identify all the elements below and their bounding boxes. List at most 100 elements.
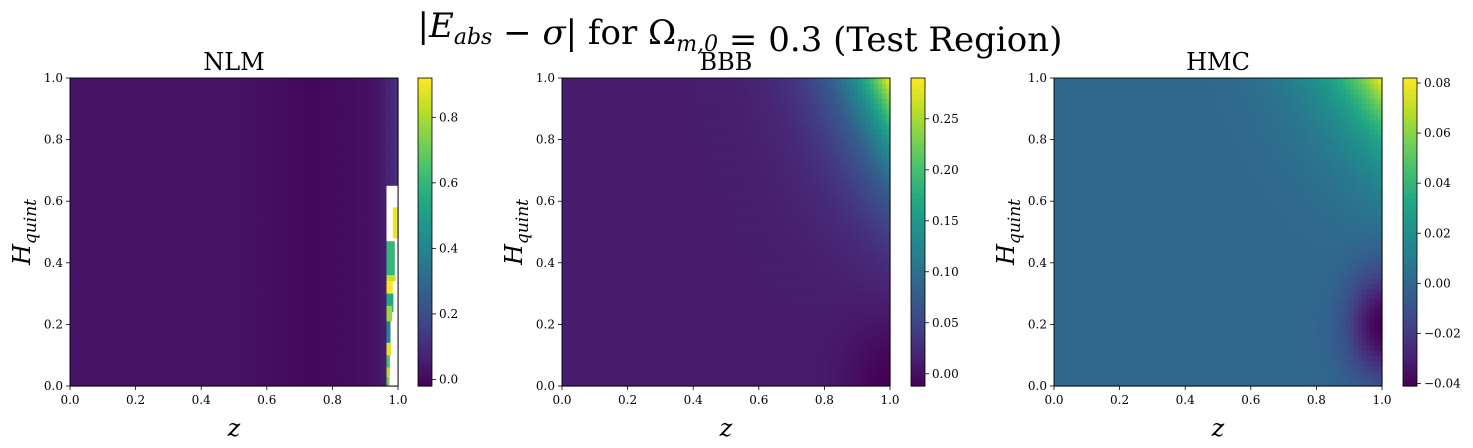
heatmap-cell: [322, 170, 327, 177]
heatmap-cell: [86, 232, 91, 238]
heatmap-cell: [162, 165, 167, 171]
heatmap-cell: [142, 319, 147, 325]
heatmap-cell: [110, 221, 115, 228]
heatmap-cell: [222, 185, 227, 192]
heatmap-cell: [266, 149, 271, 156]
heatmap-cell: [174, 324, 179, 331]
heatmap-cell: [146, 350, 151, 356]
heatmap-cell: [306, 93, 311, 100]
heatmap-cell: [118, 350, 123, 356]
heatmap-cell: [306, 216, 311, 223]
heatmap-cell: [286, 160, 291, 166]
heatmap-cell: [286, 298, 291, 305]
heatmap-cell: [342, 309, 347, 315]
heatmap-cell: [346, 206, 351, 213]
heatmap-cell: [330, 375, 335, 382]
heatmap-cell: [94, 303, 99, 310]
heatmap-cell: [238, 288, 243, 295]
heatmap-cell: [130, 375, 135, 382]
heatmap-cell: [282, 201, 287, 207]
heatmap-cell: [214, 350, 219, 356]
heatmap-cell: [334, 221, 339, 228]
heatmap-cell: [306, 108, 311, 115]
heatmap-cell: [114, 339, 119, 346]
heatmap-cell: [282, 344, 287, 351]
heatmap-cell: [334, 165, 339, 171]
heatmap-cell: [342, 113, 347, 120]
heatmap-cell: [130, 149, 135, 156]
heatmap-cell: [230, 83, 235, 89]
heatmap-cell: [266, 380, 271, 387]
heatmap-cell: [150, 319, 155, 325]
heatmap-cell: [162, 278, 167, 284]
heatmap-cell: [366, 190, 371, 197]
heatmap-cell: [254, 196, 259, 202]
heatmap-cell: [326, 293, 331, 300]
heatmap-cell: [182, 190, 187, 197]
heatmap-cell: [122, 83, 127, 89]
heatmap-cell: [162, 288, 167, 295]
heatmap-cell: [266, 288, 271, 295]
heatmap-cell: [94, 206, 99, 213]
heatmap-cell: [190, 98, 195, 105]
heatmap-cell: [194, 375, 199, 382]
heatmap-cell: [74, 139, 79, 146]
heatmap-cell: [182, 196, 187, 202]
heatmap-cell: [262, 216, 267, 223]
heatmap-cell: [142, 288, 147, 295]
heatmap-cell: [198, 375, 203, 382]
heatmap-cell: [234, 375, 239, 382]
heatmap-cell: [286, 165, 291, 171]
heatmap-cell: [94, 196, 99, 202]
heatmap-cell: [182, 232, 187, 238]
heatmap-cell: [198, 237, 203, 243]
heatmap-cell: [306, 380, 311, 387]
heatmap-cell: [98, 360, 103, 367]
heatmap-cell: [326, 78, 331, 84]
heatmap-cell: [370, 344, 375, 351]
heatmap-cell: [182, 83, 187, 89]
heatmap-cell: [158, 344, 163, 351]
heatmap-cell: [138, 380, 143, 387]
heatmap-cell: [74, 257, 79, 264]
heatmap-cell: [162, 226, 167, 233]
heatmap-cell: [270, 160, 275, 166]
heatmap-cell: [290, 309, 295, 315]
heatmap-cell: [186, 334, 191, 341]
heatmap-cell: [338, 298, 343, 305]
heatmap-cell: [150, 309, 155, 315]
heatmap-cell: [186, 180, 191, 187]
heatmap-cell: [86, 252, 91, 259]
heatmap-cell: [170, 180, 175, 187]
heatmap-cell: [302, 98, 307, 105]
heatmap-cell: [78, 190, 83, 197]
heatmap-cell: [322, 329, 327, 336]
heatmap-cell: [250, 139, 255, 146]
heatmap-cell: [370, 319, 375, 325]
heatmap-cell: [314, 355, 319, 361]
heatmap-cell: [90, 201, 95, 207]
heatmap-cell: [378, 160, 383, 166]
heatmap-cell: [138, 324, 143, 331]
heatmap-cell: [194, 288, 199, 295]
heatmap-cell: [374, 360, 379, 367]
heatmap-cell: [234, 303, 239, 310]
heatmap-cell: [154, 129, 159, 136]
heatmap-cell: [278, 273, 283, 279]
heatmap-cell: [158, 180, 163, 187]
heatmap-cell: [230, 355, 235, 361]
heatmap-cell: [146, 365, 151, 372]
heatmap-cell: [94, 160, 99, 166]
heatmap-cell: [94, 252, 99, 259]
heatmap-cell: [274, 83, 279, 89]
heatmap-cell: [326, 288, 331, 295]
heatmap-cell: [202, 314, 207, 320]
heatmap-cell: [354, 196, 359, 202]
heatmap-cell: [94, 350, 99, 356]
heatmap-cell: [278, 98, 283, 105]
heatmap-cell: [246, 113, 251, 120]
heatmap-cell: [86, 237, 91, 243]
heatmap-cell: [158, 273, 163, 279]
heatmap-cell: [250, 226, 255, 233]
heatmap-cell: [106, 232, 111, 238]
